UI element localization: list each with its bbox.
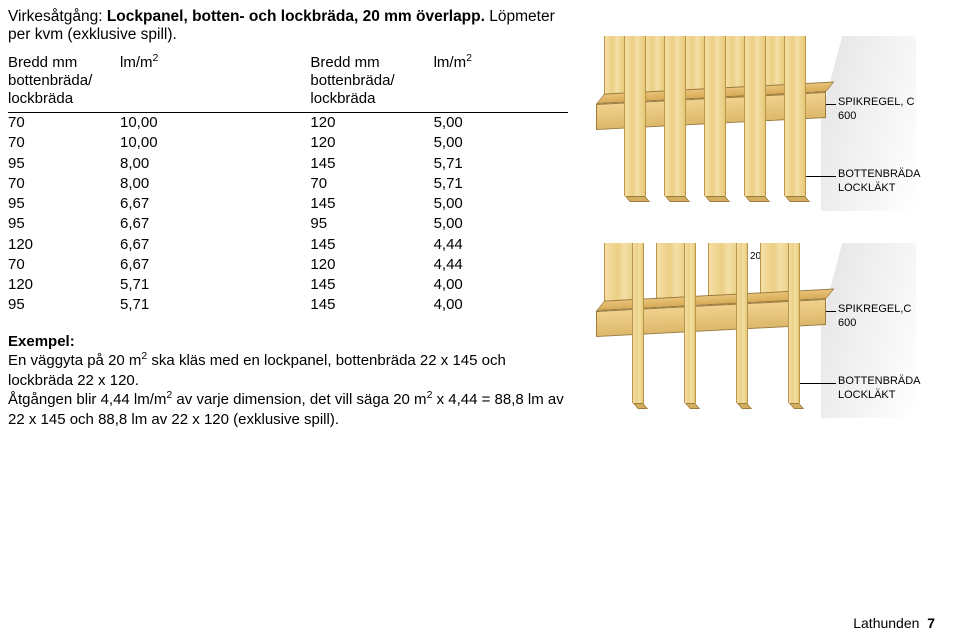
cell: 6,67 [120,255,310,275]
cell: 145 [310,295,433,315]
page-footer: Lathunden 7 [853,615,935,631]
cell: 95 [8,154,120,174]
cell: 95 [8,194,120,214]
label-spikregel-2: SPIKREGEL,C 600 [838,303,916,331]
cell: 120 [8,235,120,255]
botten-text: BOTTENBRÄDA [838,168,921,180]
cell: 70 [8,133,120,153]
botten-text-2: BOTTENBRÄDA [838,375,921,387]
cell: 120 [310,133,433,153]
cell: 6,67 [120,214,310,234]
cell: 120 [8,275,120,295]
footer-page: 7 [927,615,935,631]
cell: 95 [8,295,120,315]
cell: 4,44 [434,235,568,255]
label-bottenbrada-2: BOTTENBRÄDA LOCKLÄKT [838,375,921,403]
cell: 70 [310,174,433,194]
cell: 145 [310,275,433,295]
cell: 145 [310,235,433,255]
label-bottenbrada-1: BOTTENBRÄDA LOCKLÄKT [838,168,921,196]
cell: 145 [310,154,433,174]
example-line-2: Åtgången blir 4,44 lm/m2 av varje dimens… [8,391,564,428]
table-header-1: Bredd mmbottenbräda/lockbräda [8,54,120,108]
cell: 4,44 [434,255,568,275]
cell: 5,00 [434,113,568,133]
label-spikregel-1: SPIKREGEL, C 600 [838,96,916,124]
cell: 145 [310,194,433,214]
cell: 8,00 [120,154,310,174]
cell: 4,00 [434,295,568,315]
locklakt-text: LOCKLÄKT [838,182,895,194]
example-heading: Exempel: [8,333,75,350]
example-block: Exempel: En väggyta på 20 m2 ska kläs me… [8,332,568,430]
title-bold: Lockpanel, botten- och lockbräda, 20 mm … [107,8,485,25]
cell: 10,00 [120,113,310,133]
cell: 70 [8,255,120,275]
cell: 5,00 [434,133,568,153]
cell: 8,00 [120,174,310,194]
cell: 4,00 [434,275,568,295]
cell: 95 [310,214,433,234]
example-line-1: En väggyta på 20 m2 ska kläs med en lock… [8,352,506,389]
cell: 5,71 [434,174,568,194]
table-header-4: lm/m2 [434,54,568,72]
cell: 6,67 [120,194,310,214]
footer-book: Lathunden [853,615,919,631]
cell: 120 [310,113,433,133]
lumber-table: Bredd mmbottenbräda/lockbräda lm/m2 Bred… [8,54,568,316]
page-title: Virkesåtgång: Lockpanel, botten- och loc… [8,8,568,44]
title-label: Virkesåtgång: [8,8,103,25]
panel-diagram-1: 20 20 SPIKREGEL, C 600 BOTTENBRÄDA LOCKL… [586,36,916,211]
cell: 5,00 [434,214,568,234]
panel-diagram-2: 20 20 SPIKREGEL,C 600 BOTTENBRÄDA LOCKLÄ… [586,243,916,418]
cell: 10,00 [120,133,310,153]
cell: 5,71 [120,295,310,315]
cell: 95 [8,214,120,234]
table-header-2: lm/m2 [120,54,310,72]
cell: 120 [310,255,433,275]
cell: 5,71 [434,154,568,174]
cell: 6,67 [120,235,310,255]
cell: 70 [8,174,120,194]
table-header-3: Bredd mmbottenbräda/lockbräda [310,54,433,108]
locklakt-text-2: LOCKLÄKT [838,389,895,401]
cell: 5,71 [120,275,310,295]
cell: 70 [8,113,120,133]
cell: 5,00 [434,194,568,214]
